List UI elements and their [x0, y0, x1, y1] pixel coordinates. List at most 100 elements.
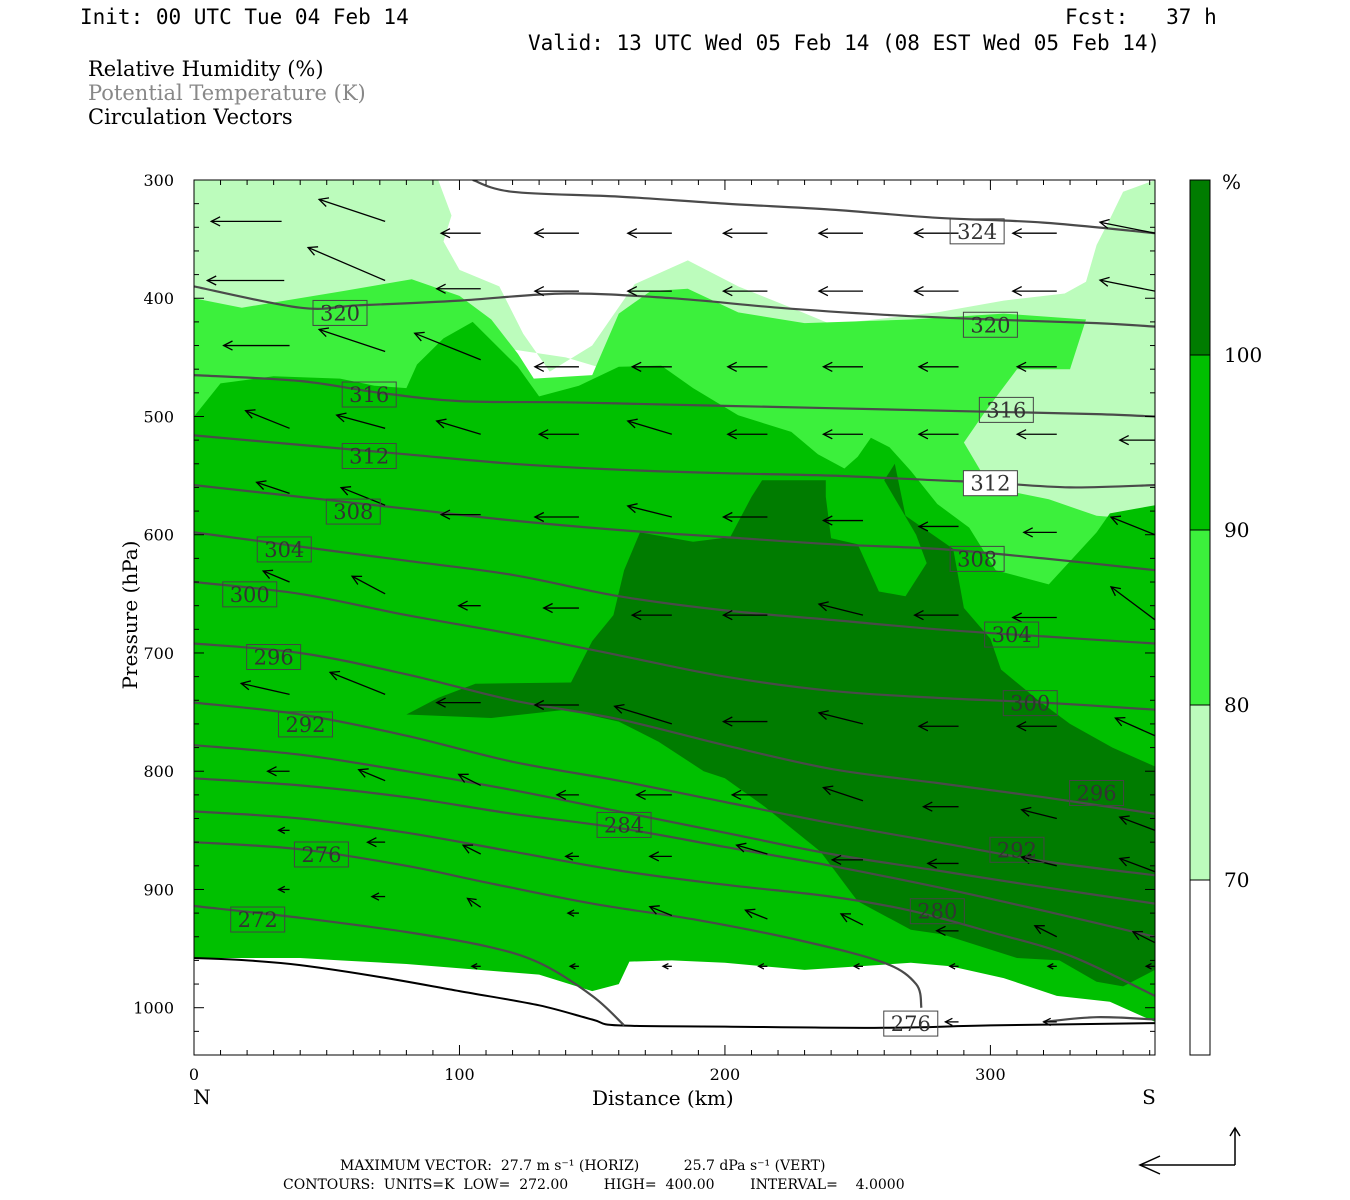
circulation-vector — [457, 773, 481, 786]
colorbar-frame — [1189, 179, 1211, 1056]
theta-label-296: 296 — [1069, 780, 1125, 806]
svg-text:276: 276 — [891, 1012, 931, 1036]
y-tick-label: 500 — [143, 407, 174, 426]
circulation-vector — [1144, 963, 1155, 970]
circulation-vector — [626, 228, 672, 239]
circulation-vector — [533, 286, 579, 297]
circulation-vector — [935, 925, 959, 936]
colorbar-segment — [1190, 880, 1210, 1055]
svg-text:300: 300 — [230, 583, 270, 607]
svg-text:320: 320 — [320, 301, 360, 325]
circulation-vector — [564, 852, 579, 861]
svg-text:312: 312 — [349, 445, 389, 469]
circulation-vector — [537, 429, 579, 440]
svg-text:304: 304 — [264, 538, 304, 562]
circulation-vector — [1118, 856, 1155, 873]
x-axis-label: Distance (km) — [592, 1086, 734, 1110]
circulation-vector — [817, 710, 864, 725]
theta-label-320: 320 — [962, 311, 1018, 338]
circulation-vector — [726, 429, 768, 440]
y-axis-label: Pressure (hPa) — [118, 540, 142, 690]
circulation-vector — [626, 418, 673, 435]
theta-contour-284 — [194, 777, 1155, 938]
svg-text:324: 324 — [957, 220, 997, 244]
reference-vector-icon — [1138, 1126, 1241, 1175]
circulation-vector — [317, 197, 386, 223]
x-end-label-north: N — [193, 1085, 211, 1109]
circulation-vector — [470, 963, 481, 970]
circulation-vector — [1015, 361, 1057, 372]
circulation-vector — [852, 963, 863, 970]
circulation-vector — [630, 361, 672, 372]
y-tick-label: 1000 — [133, 999, 174, 1018]
circulation-vector — [542, 602, 579, 614]
circulation-vector — [435, 283, 481, 294]
circulation-vector — [335, 412, 386, 429]
circulation-vector — [439, 509, 481, 520]
circulation-vector — [350, 575, 386, 595]
circulation-vector — [205, 275, 285, 286]
theta-label-304: 304 — [984, 621, 1040, 648]
theta-label-276: 276 — [883, 1010, 939, 1037]
circulation-vector — [1015, 721, 1057, 732]
theta-contour-276 — [194, 841, 923, 1008]
circulation-vector — [926, 858, 959, 869]
colorbar-segment — [1190, 355, 1210, 530]
circulation-vector — [917, 721, 959, 732]
theta-contour-304 — [194, 531, 1155, 645]
svg-text:284: 284 — [604, 813, 644, 837]
circulation-vector — [413, 331, 481, 361]
circulation-vector — [821, 429, 863, 440]
circulation-vector — [730, 789, 768, 800]
circulation-vector — [1033, 925, 1058, 938]
circulation-vector — [277, 885, 290, 894]
circulation-vector — [726, 361, 768, 372]
circulation-vector — [948, 963, 959, 970]
circulation-vector — [266, 766, 290, 777]
theta-contour-280 — [194, 810, 1155, 997]
circulation-vector — [435, 418, 481, 435]
theta-label-304: 304 — [256, 536, 312, 563]
theta-label-280: 280 — [909, 898, 965, 925]
theta-contour-296 — [194, 642, 1155, 815]
theta-label-316: 316 — [341, 381, 397, 408]
forecast-hour: Fcst: 37 h — [1065, 5, 1217, 29]
circulation-vector — [533, 228, 579, 239]
x-tick-label: 100 — [444, 1065, 475, 1084]
y-tick-label: 300 — [143, 171, 174, 190]
x-tick-label: 0 — [189, 1065, 199, 1084]
circulation-vector — [822, 785, 864, 802]
circulation-vector — [261, 569, 290, 583]
circulation-vector — [533, 699, 579, 711]
circulation-vector — [721, 286, 768, 297]
theta-label-272: 272 — [230, 906, 286, 933]
x-end-label-south: S — [1142, 1085, 1156, 1109]
svg-text:300: 300 — [1010, 692, 1050, 716]
circulation-vector — [461, 844, 481, 855]
circulation-vector — [817, 228, 863, 239]
theta-label-312: 312 — [341, 443, 397, 470]
init-time: Init: 00 UTC Tue 04 Feb 14 — [80, 5, 409, 29]
colorbar-level-label: 90 — [1224, 518, 1249, 542]
circulation-vector — [239, 680, 290, 695]
y-tick-label: 600 — [143, 526, 174, 545]
circulation-vector — [317, 327, 386, 353]
circulation-vector — [1015, 429, 1057, 440]
theta-label-300: 300 — [222, 581, 278, 608]
circulation-vector — [744, 908, 768, 920]
colorbar-segment — [1190, 180, 1210, 355]
circulation-vector — [735, 842, 768, 855]
circulation-vector — [913, 228, 959, 239]
colorbar-segment — [1190, 705, 1210, 880]
svg-text:304: 304 — [992, 623, 1032, 647]
circulation-vector — [1011, 228, 1057, 239]
svg-text:276: 276 — [301, 843, 341, 867]
circulation-vector — [648, 905, 673, 917]
circulation-vector — [917, 429, 959, 440]
legend-vectors: Circulation Vectors — [88, 105, 293, 129]
svg-text:316: 316 — [349, 383, 389, 407]
circulation-vector — [357, 768, 386, 782]
circulation-vector — [757, 963, 768, 970]
theta-label-308: 308 — [325, 498, 381, 525]
